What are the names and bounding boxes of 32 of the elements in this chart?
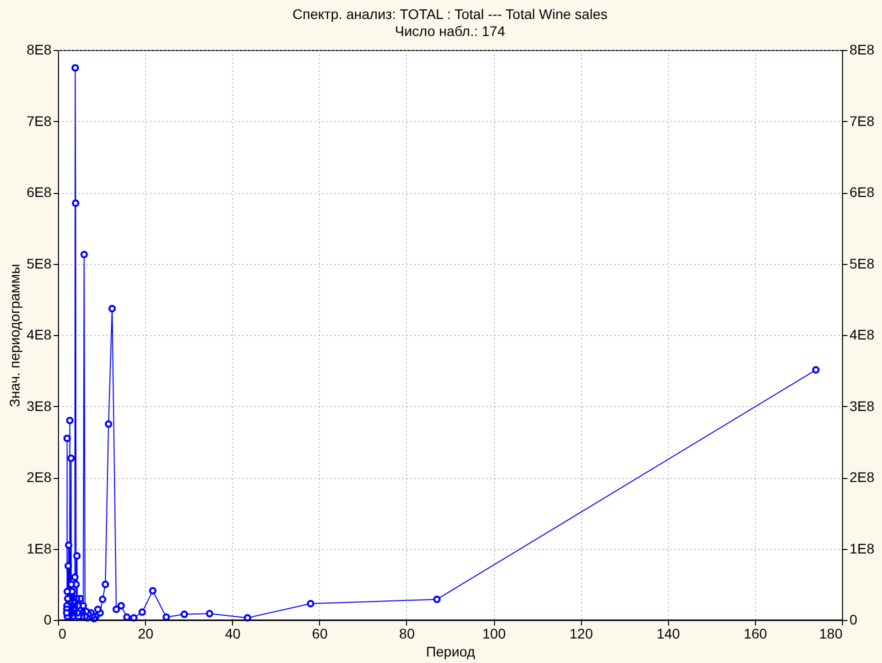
x-tick-label: 100: [482, 626, 506, 642]
chart-subtitle: Число набл.: 174: [394, 23, 506, 39]
y2-tick-label: 8E8: [850, 42, 875, 58]
y-tick-label: 7E8: [26, 112, 52, 129]
y2-tick-label: 3E8: [850, 398, 875, 414]
x-axis-title: Период: [426, 644, 476, 660]
chart-title: Спектр. анализ: TOTAL : Total --- Total Wine sales: [292, 6, 608, 22]
y2-tick-label: 0: [850, 612, 858, 628]
x-tick-label: 80: [399, 626, 415, 642]
y2-tick-label: 7E8: [850, 112, 875, 129]
y2-tick-label: 1E8: [850, 540, 875, 556]
x-tick-label: 0: [58, 626, 66, 642]
y2-tick-label: 5E8: [850, 255, 875, 272]
y2-tick-label: 4E8: [850, 326, 875, 342]
x-tick-label: 140: [656, 626, 680, 642]
x-tick-label: 40: [224, 626, 241, 642]
x-tick-label: 20: [138, 626, 154, 642]
y-tick-label: 3E8: [26, 398, 52, 414]
y-tick-label: 2E8: [26, 469, 52, 485]
y-tick-label: 0: [44, 612, 52, 628]
y-axis-title: Знач. периодограммы: [6, 264, 23, 408]
y2-tick-label: 2E8: [850, 469, 875, 485]
x-tick-label: 180: [819, 626, 843, 642]
x-tick-label: 120: [569, 626, 594, 642]
y-tick-label: 4E8: [26, 326, 52, 342]
y2-tick-label: 6E8: [850, 184, 875, 200]
x-tick-label: 160: [744, 626, 768, 642]
y-tick-label: 1E8: [26, 540, 52, 556]
y-tick-label: 5E8: [26, 255, 52, 272]
y-tick-label: 8E8: [26, 42, 52, 58]
y-tick-label: 6E8: [26, 184, 52, 200]
x-tick-label: 60: [312, 626, 328, 642]
